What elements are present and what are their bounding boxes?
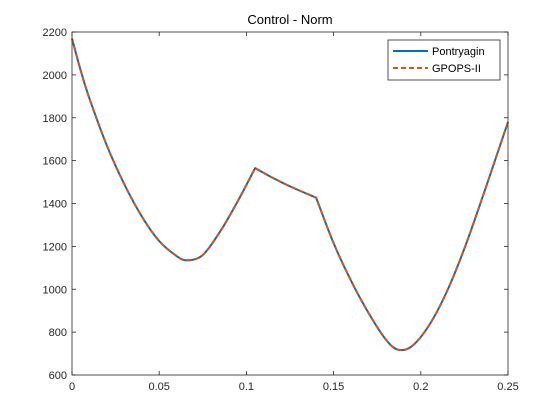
series-line-gpops — [71, 38, 509, 352]
legend: Pontryagin GPOPS-II — [387, 39, 501, 81]
legend-label-gpops: GPOPS-II — [432, 63, 481, 75]
y-tick-label: 2000 — [43, 70, 67, 82]
y-tick-label: 800 — [49, 327, 67, 339]
y-tick-label: 600 — [49, 370, 67, 382]
x-tick-label: 0.1 — [239, 381, 254, 393]
y-tick-label: 1000 — [43, 284, 67, 296]
y-tick-label: 1200 — [43, 241, 67, 253]
x-tick-label: 0 — [69, 381, 75, 393]
plot-area — [72, 32, 508, 375]
legend-label-pontryagin: Pontryagin — [432, 46, 485, 58]
x-tick-label: 0.15 — [323, 381, 344, 393]
x-tick-label: 0.25 — [497, 381, 518, 393]
x-tick-label: 0.2 — [413, 381, 428, 393]
ticks-layer: 0 0.05 0.1 0.15 0.2 0.25 600 800 1000 1200 1400 160… — [43, 27, 519, 393]
legend-box — [387, 39, 501, 81]
x-tick-label: 0.05 — [148, 381, 169, 393]
chart-title: Control - Norm — [247, 12, 332, 27]
y-tick-label: 2200 — [43, 27, 67, 39]
y-tick-label: 1800 — [43, 113, 67, 125]
y-tick-label: 1600 — [43, 156, 67, 168]
series-layer — [71, 38, 509, 352]
y-tick-label: 1400 — [43, 199, 67, 211]
